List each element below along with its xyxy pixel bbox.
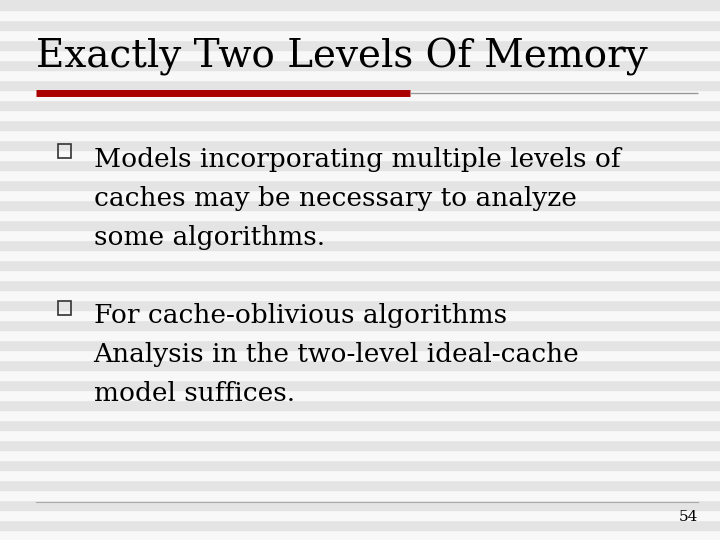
Bar xyxy=(0,170,720,180)
Bar xyxy=(0,30,720,40)
Bar xyxy=(0,230,720,240)
Bar xyxy=(0,90,720,100)
Bar xyxy=(0,320,720,330)
Bar xyxy=(0,330,720,340)
Bar xyxy=(0,420,720,430)
Bar xyxy=(0,60,720,70)
Bar xyxy=(0,350,720,360)
Bar xyxy=(0,260,720,270)
Bar xyxy=(0,250,720,260)
Bar xyxy=(0,430,720,440)
Text: Exactly Two Levels Of Memory: Exactly Two Levels Of Memory xyxy=(36,38,648,76)
Bar xyxy=(0,150,720,160)
Bar xyxy=(0,340,720,350)
Bar xyxy=(0,310,720,320)
Bar xyxy=(0,380,720,390)
Bar xyxy=(0,240,720,250)
Bar xyxy=(0,20,720,30)
Text: some algorithms.: some algorithms. xyxy=(94,225,325,249)
Bar xyxy=(0,190,720,200)
Bar xyxy=(0,500,720,510)
Bar xyxy=(0,440,720,450)
Bar xyxy=(58,301,71,315)
Bar xyxy=(0,280,720,290)
Text: Models incorporating multiple levels of: Models incorporating multiple levels of xyxy=(94,147,620,172)
Bar xyxy=(0,220,720,230)
Bar xyxy=(0,40,720,50)
Bar xyxy=(0,120,720,130)
Bar xyxy=(0,460,720,470)
Bar xyxy=(0,470,720,480)
Bar xyxy=(0,100,720,110)
Text: caches may be necessary to analyze: caches may be necessary to analyze xyxy=(94,186,577,211)
Bar xyxy=(0,70,720,80)
Bar xyxy=(0,270,720,280)
Bar xyxy=(0,530,720,540)
Bar xyxy=(58,144,71,158)
Bar xyxy=(0,110,720,120)
Bar xyxy=(0,80,720,90)
Text: model suffices.: model suffices. xyxy=(94,381,294,406)
Bar xyxy=(0,510,720,520)
Bar xyxy=(0,290,720,300)
Bar xyxy=(0,140,720,150)
Bar xyxy=(0,360,720,370)
Text: For cache-oblivious algorithms: For cache-oblivious algorithms xyxy=(94,303,507,328)
Text: 54: 54 xyxy=(679,510,698,524)
Bar xyxy=(0,390,720,400)
Bar xyxy=(0,400,720,410)
Bar xyxy=(0,160,720,170)
Bar xyxy=(0,520,720,530)
Bar xyxy=(0,480,720,490)
Bar xyxy=(0,410,720,420)
Bar xyxy=(0,130,720,140)
Bar xyxy=(0,450,720,460)
Bar xyxy=(0,200,720,210)
Bar xyxy=(0,180,720,190)
Text: Analysis in the two-level ideal-cache: Analysis in the two-level ideal-cache xyxy=(94,342,580,367)
Bar xyxy=(0,0,720,10)
Bar xyxy=(0,50,720,60)
Bar xyxy=(0,490,720,500)
Bar xyxy=(0,300,720,310)
Bar xyxy=(0,210,720,220)
Bar xyxy=(0,10,720,20)
Bar xyxy=(0,370,720,380)
